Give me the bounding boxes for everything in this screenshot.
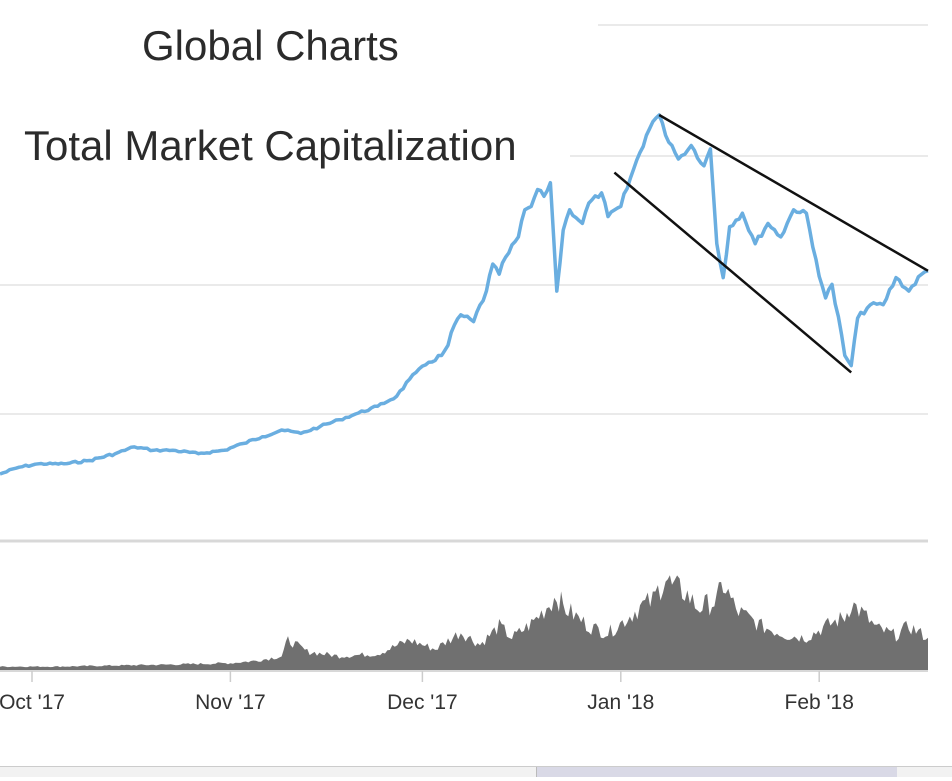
upper-trendline — [658, 113, 929, 272]
x-tick-label: Nov '17 — [195, 691, 266, 714]
navigator-scrollbar[interactable] — [0, 766, 952, 777]
x-tick-label: Oct '17 — [0, 691, 65, 714]
volume-area — [0, 575, 928, 670]
x-tick-label: Jan '18 — [587, 691, 654, 714]
x-tick-label: Feb '18 — [785, 691, 854, 714]
scrollbar-thumb[interactable] — [536, 767, 897, 777]
chart-subtitle: Total Market Capitalization — [24, 122, 517, 169]
market-cap-line — [0, 113, 929, 476]
x-tick-label: Dec '17 — [387, 691, 458, 714]
lower-trendline — [613, 171, 853, 374]
chart-title: Global Charts — [142, 22, 399, 69]
